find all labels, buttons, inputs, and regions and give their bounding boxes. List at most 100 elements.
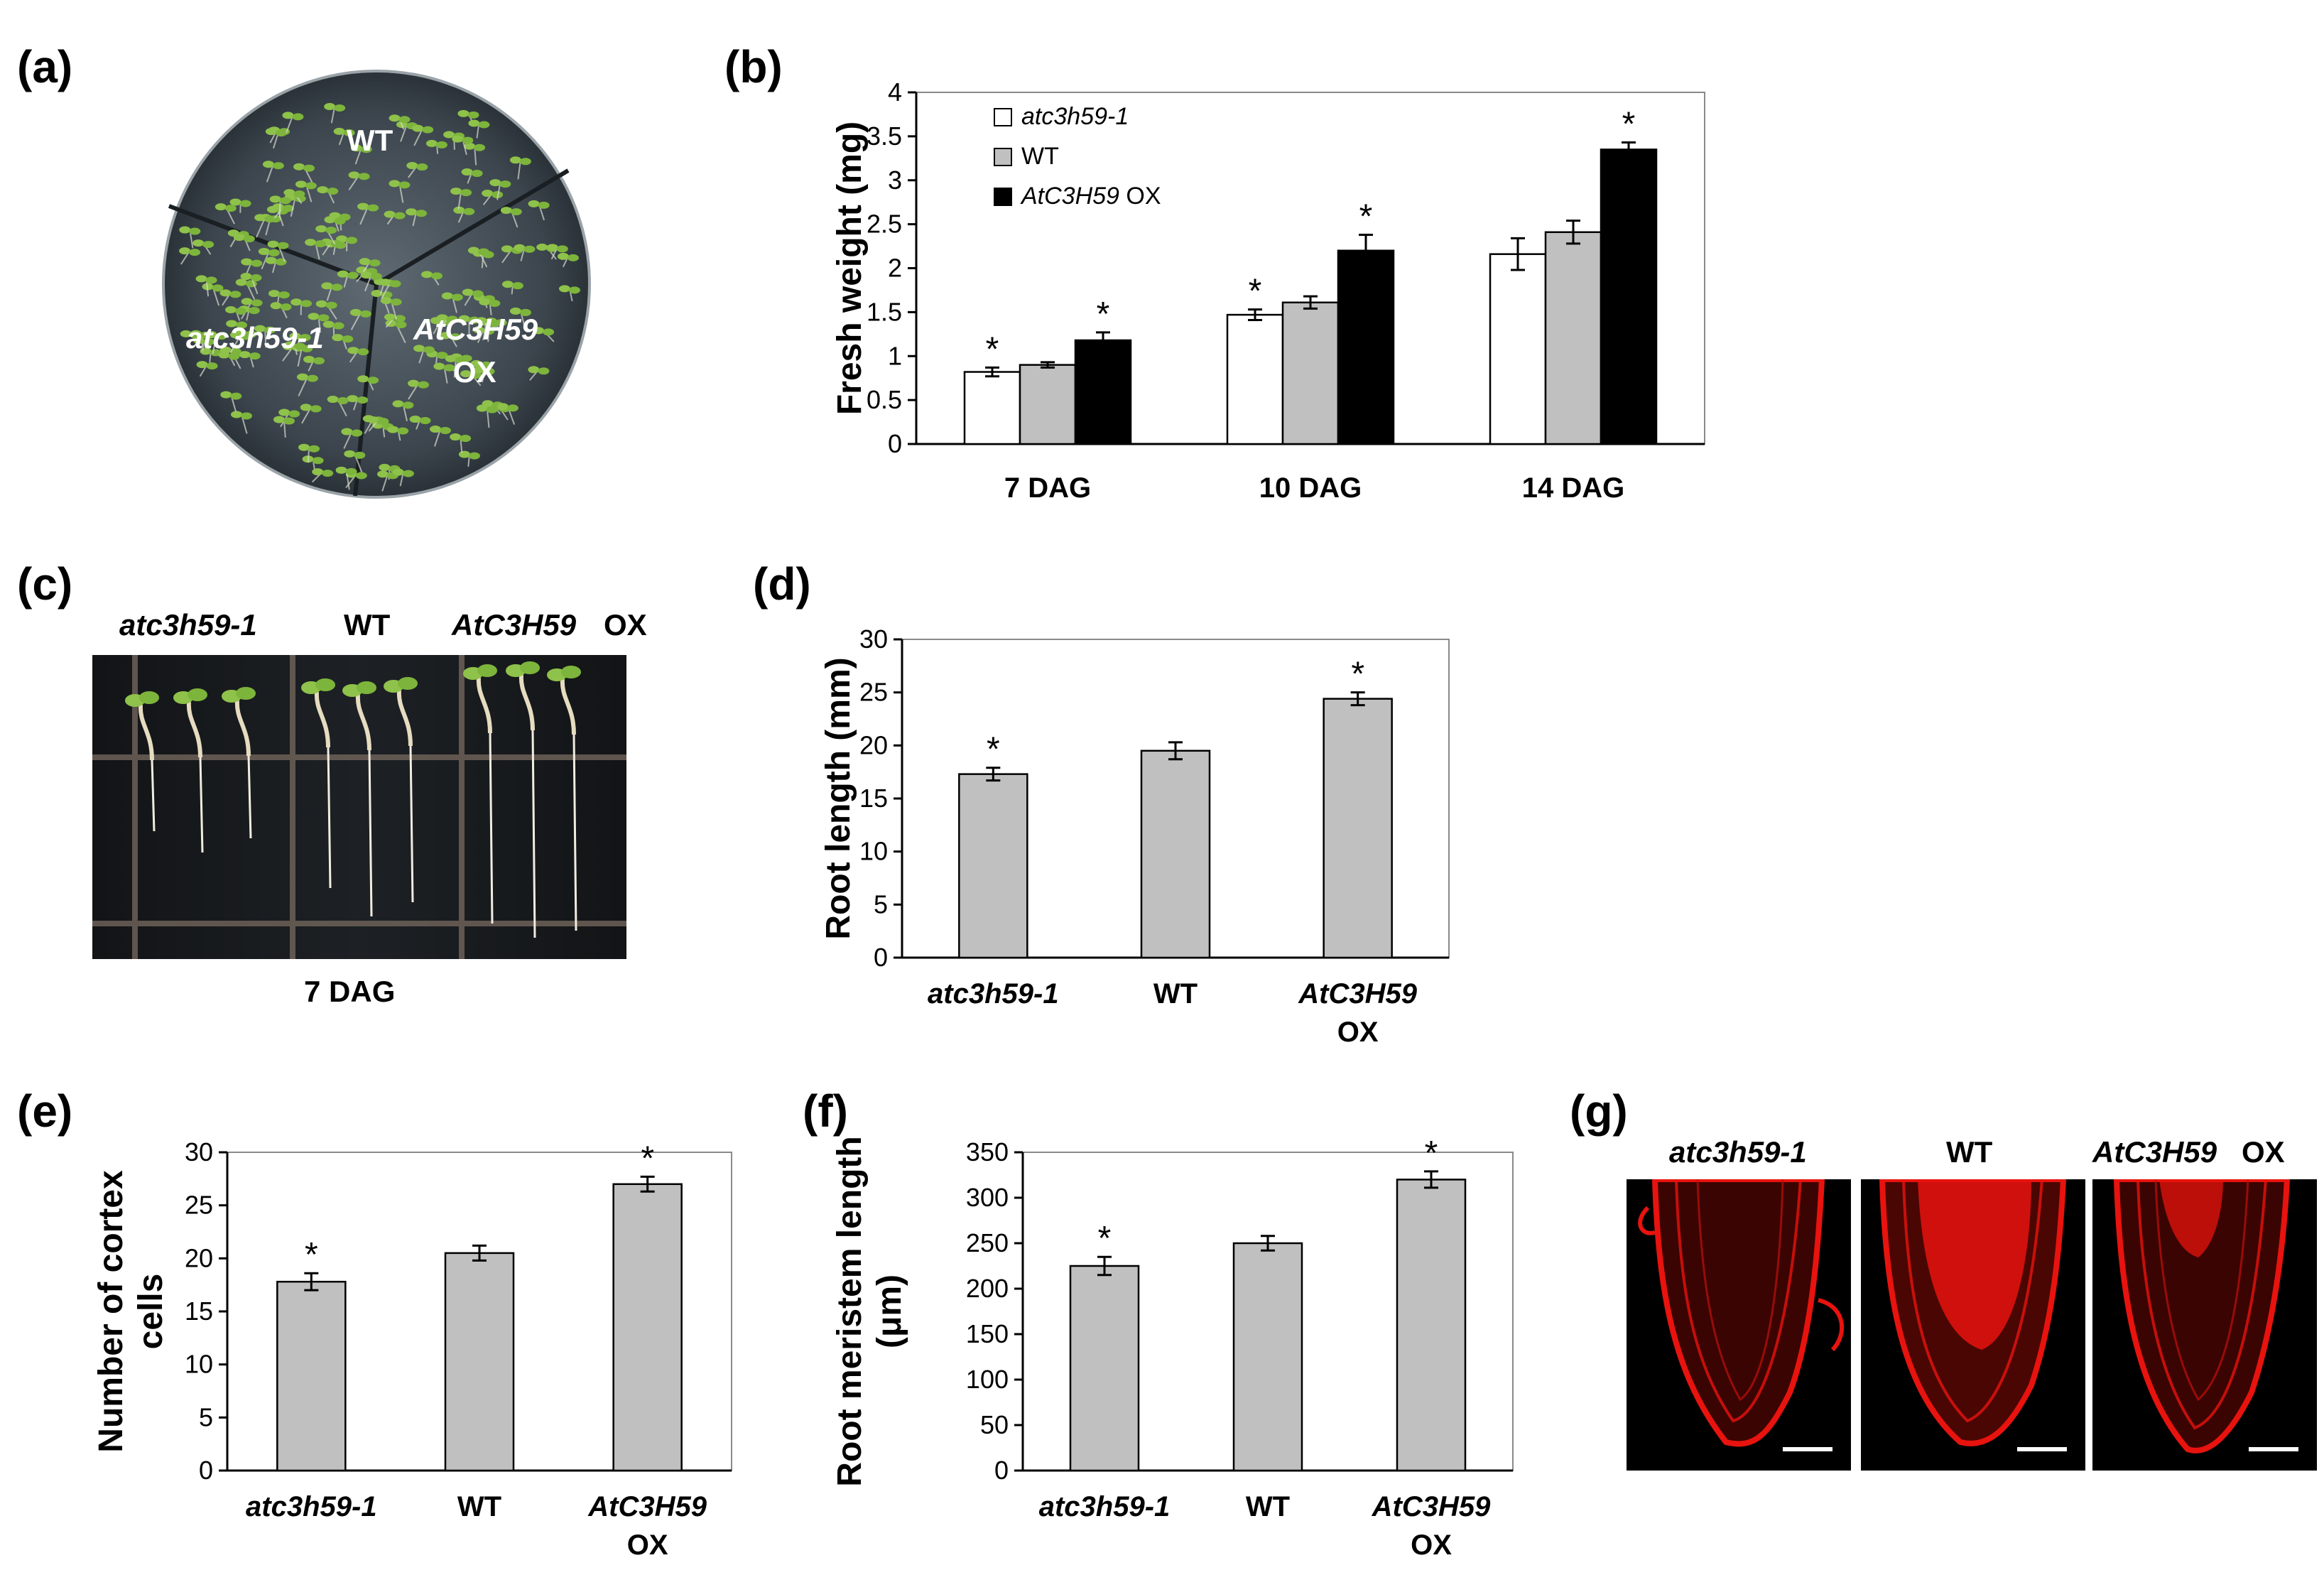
- cotyledon: [315, 678, 335, 691]
- plate-grid-lines: [92, 655, 626, 959]
- seedling-leaf: [337, 397, 349, 405]
- seedling-stem: [400, 124, 408, 142]
- panel-label-b: (b): [724, 41, 783, 92]
- seedling-leaf: [523, 245, 536, 253]
- y-tick-label: 0: [888, 429, 902, 458]
- seedling-leaf: [224, 205, 237, 212]
- seedling-leaf: [300, 300, 313, 308]
- seedling-leaf: [492, 191, 504, 199]
- seedling-leaf: [367, 416, 379, 424]
- seedling-leaf: [394, 315, 406, 323]
- seedling-leaf: [317, 186, 329, 194]
- seedling-leaf: [303, 355, 315, 363]
- seedling-leaf: [303, 164, 315, 172]
- seedling-leaf: [416, 163, 428, 171]
- hypocotyl: [476, 677, 492, 734]
- bar: [1489, 253, 1547, 445]
- seedling-leaf: [380, 297, 392, 305]
- legend-label: atc3h59-1: [1021, 103, 1129, 130]
- seedling-leaf: [443, 364, 455, 372]
- seedling-leaf: [350, 144, 362, 152]
- seedling-leaf: [473, 366, 485, 374]
- seedling-leaf: [179, 247, 191, 255]
- seedling-leaf: [468, 452, 480, 460]
- y-tick-label: 0.5: [867, 385, 902, 414]
- seedling-leaf: [457, 109, 469, 117]
- bar: [1337, 249, 1395, 445]
- bar: [1140, 749, 1211, 959]
- x-category-label: WT: [1246, 1491, 1290, 1522]
- y-tick-label: 3.5: [867, 121, 902, 151]
- seedling-leaf: [357, 202, 369, 210]
- seedling-leaf: [230, 392, 242, 400]
- seedling-leaf: [423, 346, 435, 354]
- panel-label-d: (d): [753, 558, 811, 610]
- seedling-leaf: [462, 136, 474, 144]
- seedling-leaf: [461, 168, 473, 176]
- seedling-leaf: [295, 180, 307, 188]
- seedling-leaf: [384, 210, 396, 218]
- photo-c-label-mutant: atc3h59-1: [119, 608, 257, 641]
- photo-c-caption: 7 DAG: [304, 975, 395, 1008]
- seedling-leaf: [205, 331, 217, 339]
- significance-star: *: [1249, 273, 1262, 310]
- seedling-leaf: [467, 247, 479, 254]
- hypocotyl: [138, 704, 154, 761]
- seedling-leaf: [332, 322, 344, 330]
- bar: [1323, 698, 1393, 959]
- legend-label-suffix: OX: [1119, 183, 1161, 210]
- seedling-stem: [354, 147, 362, 165]
- photo-g-label-wt: WT: [1946, 1135, 1993, 1169]
- seedling-leaf: [357, 348, 369, 356]
- seedling-leaf: [398, 116, 411, 124]
- seedling-stem: [266, 163, 274, 183]
- bar: [1281, 301, 1340, 445]
- seedling-leaf: [205, 276, 217, 284]
- seedling-leaf: [389, 114, 401, 122]
- seedling-leaf: [315, 300, 327, 308]
- seedling-leaf: [496, 403, 509, 411]
- x-category-label: WT: [1153, 978, 1198, 1009]
- seedling-leaf: [406, 208, 418, 216]
- seedling-stem: [364, 274, 372, 292]
- cotyledon: [139, 691, 159, 704]
- seedling-leaf: [510, 208, 522, 216]
- y-axis-title: Fresh weight (mg): [831, 121, 869, 415]
- seedling-leaf: [308, 445, 320, 453]
- seedling-stem: [457, 190, 462, 210]
- seedling-stem: [453, 358, 457, 378]
- chart-meristem-length: 0 50 100 150 200 250 300 350 * atc3h59-1 WT * AtC3H5…: [831, 1135, 1514, 1561]
- y-axis-title-line2: cells: [132, 1274, 170, 1350]
- seedling-leaf: [392, 400, 404, 408]
- seedling-leaf: [192, 337, 205, 345]
- cotyledon: [398, 677, 418, 690]
- seedling-leaf: [189, 227, 201, 235]
- seedling-leaf: [440, 332, 452, 340]
- seedling-leaf: [202, 338, 215, 346]
- seedling-stem: [413, 128, 424, 146]
- seedling-leaf: [446, 315, 458, 323]
- seedling-leaf: [327, 188, 339, 195]
- seedling-leaf: [341, 428, 353, 435]
- seedling-leaf: [251, 259, 263, 267]
- y-tick-label: 0: [994, 1456, 1009, 1485]
- root: [368, 749, 373, 917]
- seedling-leaf: [418, 381, 430, 389]
- cotyledon: [188, 688, 207, 701]
- seedling-leaf: [358, 173, 370, 180]
- seedling-leaf: [224, 305, 237, 313]
- seedling-leaf: [538, 201, 550, 209]
- seedling-leaf: [241, 258, 253, 266]
- seedling-leaf: [567, 254, 579, 261]
- seedling-leaf: [335, 466, 347, 474]
- seedling-leaf: [254, 325, 266, 332]
- seedling-stem: [290, 197, 296, 217]
- seedling-leaf: [322, 470, 334, 477]
- seedling-leaf: [436, 314, 448, 322]
- y-tick-label: 300: [966, 1183, 1009, 1212]
- seedling-leaf: [409, 416, 421, 423]
- y-tick-label: 1.5: [867, 297, 902, 326]
- seedling-stem: [256, 217, 266, 238]
- seedling-leaf: [240, 273, 252, 281]
- seedling-leaf: [443, 131, 455, 139]
